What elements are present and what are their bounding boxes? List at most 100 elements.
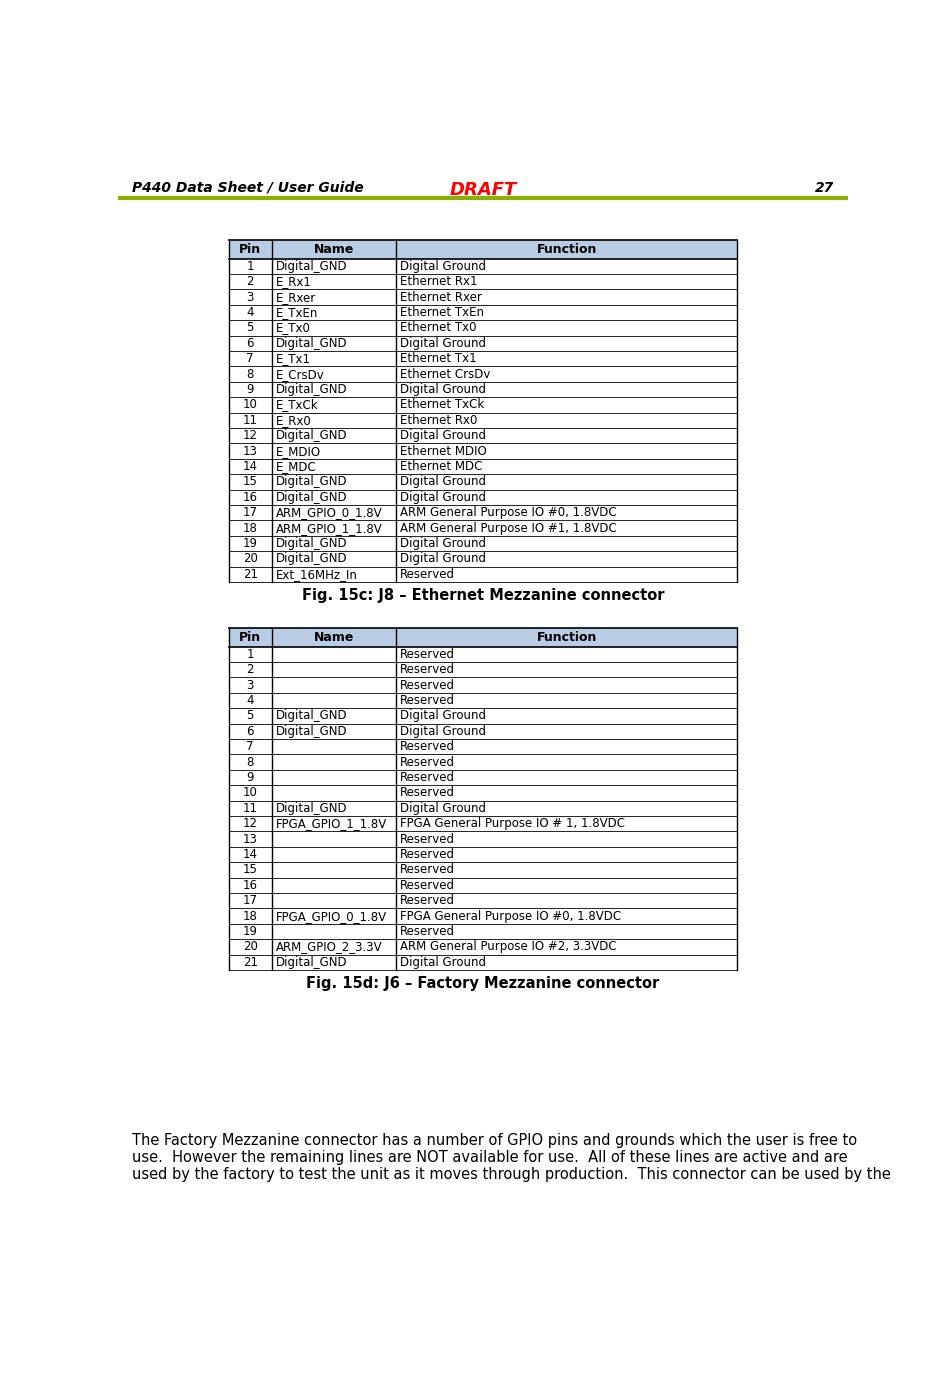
Text: Fig. 15d: J6 – Factory Mezzanine connector: Fig. 15d: J6 – Factory Mezzanine connect… bbox=[306, 976, 659, 992]
Text: Digital Ground: Digital Ground bbox=[400, 337, 486, 349]
Text: Reserved: Reserved bbox=[400, 925, 455, 938]
Text: P440 Data Sheet / User Guide: P440 Data Sheet / User Guide bbox=[132, 181, 364, 195]
Text: Ethernet MDIO: Ethernet MDIO bbox=[400, 445, 487, 458]
Text: Reserved: Reserved bbox=[400, 833, 455, 846]
Text: Digital_GND: Digital_GND bbox=[276, 260, 348, 273]
Text: 14: 14 bbox=[243, 460, 258, 473]
Text: 15: 15 bbox=[243, 864, 257, 876]
Text: FPGA_GPIO_1_1.8V: FPGA_GPIO_1_1.8V bbox=[276, 818, 387, 830]
Text: Digital_GND: Digital_GND bbox=[276, 709, 348, 722]
Text: 2: 2 bbox=[247, 664, 254, 676]
Text: E_Rx1: E_Rx1 bbox=[276, 275, 312, 288]
Text: Digital Ground: Digital Ground bbox=[400, 956, 486, 968]
Text: 21: 21 bbox=[243, 956, 258, 968]
Text: 12: 12 bbox=[243, 818, 258, 830]
Text: Digital_GND: Digital_GND bbox=[276, 476, 348, 488]
Text: 3: 3 bbox=[247, 291, 254, 303]
Text: 20: 20 bbox=[243, 552, 257, 565]
Text: 13: 13 bbox=[243, 833, 257, 846]
Text: Ethernet CrsDv: Ethernet CrsDv bbox=[400, 367, 491, 381]
Text: Reserved: Reserved bbox=[400, 755, 455, 769]
Text: Reserved: Reserved bbox=[400, 664, 455, 676]
Text: FPGA General Purpose IO #0, 1.8VDC: FPGA General Purpose IO #0, 1.8VDC bbox=[400, 910, 622, 922]
Text: Name: Name bbox=[314, 632, 354, 644]
Text: 12: 12 bbox=[243, 430, 258, 442]
Text: Digital_GND: Digital_GND bbox=[276, 430, 348, 442]
Text: Reserved: Reserved bbox=[400, 879, 455, 892]
Text: Digital Ground: Digital Ground bbox=[400, 491, 486, 504]
Text: E_CrsDv: E_CrsDv bbox=[276, 367, 324, 381]
Text: Reserved: Reserved bbox=[400, 694, 455, 707]
Text: Digital Ground: Digital Ground bbox=[400, 725, 486, 737]
Text: Reserved: Reserved bbox=[400, 771, 455, 785]
Text: FPGA_GPIO_0_1.8V: FPGA_GPIO_0_1.8V bbox=[276, 910, 387, 922]
Text: 18: 18 bbox=[243, 522, 257, 534]
Text: 14: 14 bbox=[243, 849, 258, 861]
Text: Ethernet TxEn: Ethernet TxEn bbox=[400, 306, 484, 319]
Text: Digital Ground: Digital Ground bbox=[400, 709, 486, 722]
Text: 4: 4 bbox=[247, 306, 254, 319]
Text: Name: Name bbox=[314, 243, 354, 256]
Text: 17: 17 bbox=[243, 506, 258, 519]
Text: E_Rx0: E_Rx0 bbox=[276, 413, 312, 427]
Text: Digital Ground: Digital Ground bbox=[400, 552, 486, 565]
Text: 17: 17 bbox=[243, 894, 258, 907]
Bar bbox=[229, 241, 737, 259]
Text: ARM General Purpose IO #1, 1.8VDC: ARM General Purpose IO #1, 1.8VDC bbox=[400, 522, 617, 534]
Text: E_MDIO: E_MDIO bbox=[276, 445, 321, 458]
Text: E_Rxer: E_Rxer bbox=[276, 291, 316, 303]
Text: Ethernet Tx0: Ethernet Tx0 bbox=[400, 321, 477, 334]
Text: 9: 9 bbox=[247, 383, 254, 396]
Text: Ethernet Rx0: Ethernet Rx0 bbox=[400, 413, 478, 427]
Text: 1: 1 bbox=[247, 648, 254, 661]
Text: Digital Ground: Digital Ground bbox=[400, 383, 486, 396]
Text: 20: 20 bbox=[243, 940, 257, 953]
Text: 3: 3 bbox=[247, 679, 254, 691]
Text: 8: 8 bbox=[247, 367, 254, 381]
Text: ARM General Purpose IO #0, 1.8VDC: ARM General Purpose IO #0, 1.8VDC bbox=[400, 506, 617, 519]
Text: Digital Ground: Digital Ground bbox=[400, 260, 486, 273]
Text: Reserved: Reserved bbox=[400, 786, 455, 800]
Text: Reserved: Reserved bbox=[400, 568, 455, 581]
Text: 10: 10 bbox=[243, 786, 257, 800]
Text: Reserved: Reserved bbox=[400, 864, 455, 876]
Text: 7: 7 bbox=[247, 740, 254, 754]
Text: 18: 18 bbox=[243, 910, 257, 922]
Text: Ext_16MHz_In: Ext_16MHz_In bbox=[276, 568, 358, 581]
Text: 11: 11 bbox=[243, 413, 258, 427]
Text: 2: 2 bbox=[247, 275, 254, 288]
Text: 4: 4 bbox=[247, 694, 254, 707]
Text: Digital_GND: Digital_GND bbox=[276, 537, 348, 549]
Text: 27: 27 bbox=[815, 181, 834, 195]
Text: 5: 5 bbox=[247, 321, 254, 334]
Text: used by the factory to test the unit as it moves through production.  This conne: used by the factory to test the unit as … bbox=[132, 1167, 890, 1182]
Text: Reserved: Reserved bbox=[400, 849, 455, 861]
Text: Digital_GND: Digital_GND bbox=[276, 956, 348, 968]
Text: Function: Function bbox=[537, 632, 597, 644]
Text: Reserved: Reserved bbox=[400, 894, 455, 907]
Text: 1: 1 bbox=[247, 260, 254, 273]
Text: E_TxEn: E_TxEn bbox=[276, 306, 318, 319]
Text: Reserved: Reserved bbox=[400, 679, 455, 691]
Text: Pin: Pin bbox=[239, 243, 261, 256]
Text: ARM_GPIO_1_1.8V: ARM_GPIO_1_1.8V bbox=[276, 522, 382, 534]
Text: 19: 19 bbox=[243, 925, 258, 938]
Text: Digital_GND: Digital_GND bbox=[276, 383, 348, 396]
Text: Pin: Pin bbox=[239, 632, 261, 644]
Text: Ethernet Rx1: Ethernet Rx1 bbox=[400, 275, 478, 288]
Text: E_Tx0: E_Tx0 bbox=[276, 321, 311, 334]
Text: 21: 21 bbox=[243, 568, 258, 581]
Text: 13: 13 bbox=[243, 445, 257, 458]
Text: Digital Ground: Digital Ground bbox=[400, 537, 486, 549]
Text: 5: 5 bbox=[247, 709, 254, 722]
Text: use.  However the remaining lines are NOT available for use.  All of these lines: use. However the remaining lines are NOT… bbox=[132, 1150, 847, 1166]
Text: Ethernet Rxer: Ethernet Rxer bbox=[400, 291, 482, 303]
Text: FPGA General Purpose IO # 1, 1.8VDC: FPGA General Purpose IO # 1, 1.8VDC bbox=[400, 818, 625, 830]
Text: 19: 19 bbox=[243, 537, 258, 549]
Bar bbox=[229, 629, 737, 647]
Text: Digital_GND: Digital_GND bbox=[276, 552, 348, 565]
Text: Function: Function bbox=[537, 243, 597, 256]
Text: Fig. 15c: J8 – Ethernet Mezzanine connector: Fig. 15c: J8 – Ethernet Mezzanine connec… bbox=[301, 588, 664, 604]
Text: Digital_GND: Digital_GND bbox=[276, 337, 348, 349]
Text: Digital Ground: Digital Ground bbox=[400, 430, 486, 442]
